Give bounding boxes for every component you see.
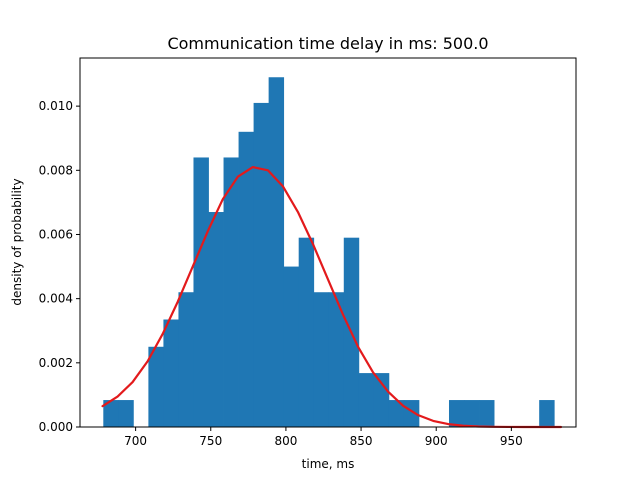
histogram-bar-11 bbox=[268, 77, 285, 427]
histogram-bar-9 bbox=[238, 131, 254, 428]
y-axis-label: density of probability bbox=[10, 178, 24, 305]
histogram-bar-8 bbox=[223, 157, 239, 427]
histogram-bar-4 bbox=[163, 319, 179, 427]
x-axis-ticks: 700 750 800 850 900 950 bbox=[124, 427, 523, 448]
histogram-bar-5 bbox=[178, 292, 194, 427]
y-tick-label-2: 0.004 bbox=[39, 292, 73, 306]
y-tick-label-0: 0.000 bbox=[39, 420, 73, 434]
histogram-bars bbox=[103, 77, 555, 428]
histogram-bar-29 bbox=[539, 400, 555, 427]
histogram-bar-1 bbox=[118, 400, 134, 427]
histogram-bar-25 bbox=[479, 400, 495, 427]
histogram-bar-19 bbox=[388, 400, 405, 427]
y-tick-label-5: 0.010 bbox=[39, 99, 73, 113]
axes-frame bbox=[79, 57, 577, 428]
histogram-bar-17 bbox=[358, 373, 375, 427]
histogram-bar-6 bbox=[193, 157, 209, 427]
y-axis-ticks: 0.000 0.002 0.004 0.006 0.008 0.010 bbox=[39, 99, 80, 434]
chart-title: Communication time delay in ms: 500.0 bbox=[167, 34, 488, 53]
histogram-bar-7 bbox=[208, 212, 224, 427]
histogram-bar-20 bbox=[403, 400, 420, 427]
histogram-bar-24 bbox=[464, 400, 480, 427]
x-tick-label-1: 750 bbox=[199, 434, 222, 448]
histogram-bar-12 bbox=[283, 266, 300, 427]
x-tick-label-5: 950 bbox=[500, 434, 523, 448]
histogram-bar-13 bbox=[298, 237, 315, 427]
histogram-bar-10 bbox=[253, 102, 270, 428]
y-tick-label-4: 0.008 bbox=[39, 163, 73, 177]
x-axis-label: time, ms bbox=[302, 457, 355, 471]
histogram-bar-3 bbox=[148, 346, 164, 427]
histogram-bar-14 bbox=[313, 292, 330, 427]
y-tick-label-3: 0.006 bbox=[39, 227, 73, 241]
histogram-bar-0 bbox=[103, 400, 119, 427]
x-tick-label-2: 800 bbox=[274, 434, 297, 448]
x-tick-label-4: 900 bbox=[425, 434, 448, 448]
histogram-bar-18 bbox=[373, 373, 390, 427]
histogram-bar-15 bbox=[328, 292, 345, 427]
x-tick-label-3: 850 bbox=[350, 434, 373, 448]
histogram-bar-23 bbox=[448, 400, 465, 427]
y-tick-label-1: 0.002 bbox=[39, 356, 73, 370]
axes bbox=[79, 57, 577, 428]
x-tick-label-0: 700 bbox=[124, 434, 147, 448]
